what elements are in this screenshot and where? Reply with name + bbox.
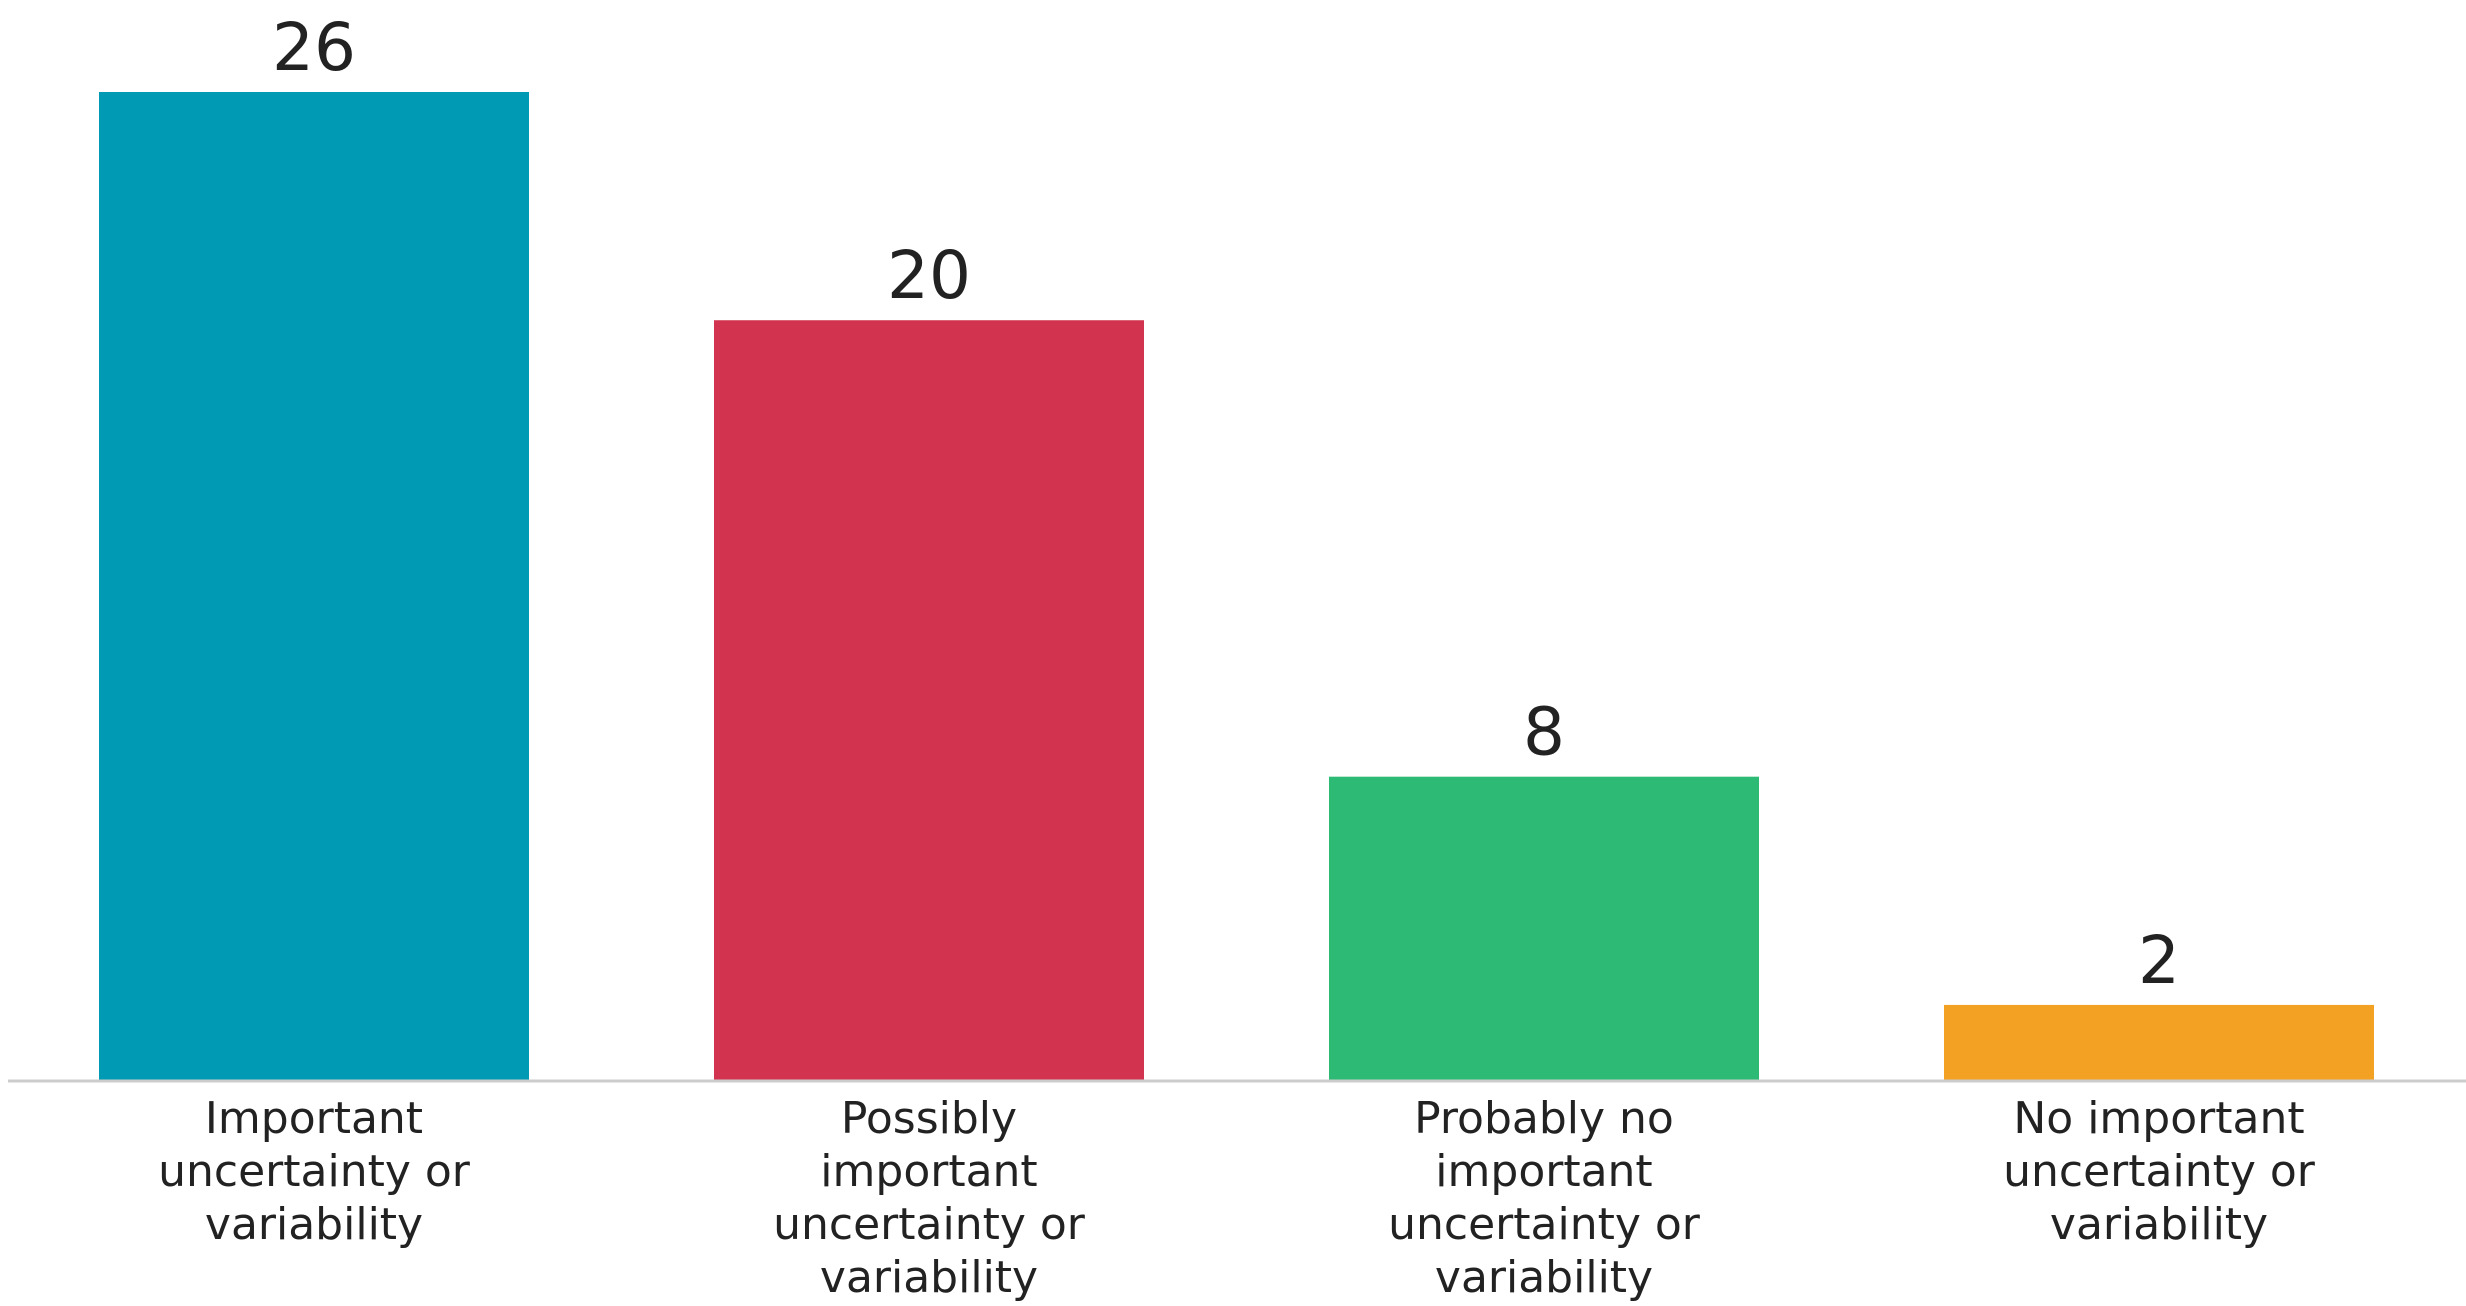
category-label-line: variability bbox=[2050, 1199, 2268, 1250]
bar-4 bbox=[1944, 1004, 2374, 1081]
category-label-line: uncertainty or bbox=[1388, 1199, 1701, 1250]
category-label-2: Possibly important uncertainty or variabili… bbox=[773, 1093, 1086, 1303]
data-label-4: 2 bbox=[2138, 922, 2180, 999]
category-label-line: variability bbox=[1435, 1252, 1653, 1303]
value-labels-group: 26 20 8 2 bbox=[272, 9, 2180, 999]
category-label-line: uncertainty or bbox=[158, 1146, 471, 1197]
category-label-line: uncertainty or bbox=[2003, 1146, 2316, 1197]
bar-3 bbox=[1329, 776, 1759, 1081]
bars-group bbox=[99, 92, 2374, 1081]
category-label-3: Probably no important uncertainty or variab… bbox=[1388, 1093, 1701, 1303]
category-label-line: uncertainty or bbox=[773, 1199, 1086, 1250]
bar-2 bbox=[714, 320, 1144, 1081]
category-label-line: Probably no bbox=[1414, 1093, 1674, 1144]
category-label-line: important bbox=[820, 1146, 1037, 1197]
category-label-1: Important uncertainty or variability bbox=[158, 1093, 471, 1250]
data-label-1: 26 bbox=[272, 9, 356, 86]
category-label-line: variability bbox=[205, 1199, 423, 1250]
data-label-2: 20 bbox=[887, 237, 971, 314]
category-label-4: No important uncertainty or variability bbox=[2003, 1093, 2316, 1250]
category-labels-group: Important uncertainty or variabilityPossib… bbox=[158, 1093, 2316, 1303]
category-label-line: No important bbox=[2013, 1093, 2304, 1144]
category-label-line: Possibly bbox=[841, 1093, 1017, 1144]
category-label-line: variability bbox=[820, 1252, 1038, 1303]
category-label-line: Important bbox=[205, 1093, 423, 1144]
bar-1 bbox=[99, 92, 529, 1081]
category-label-line: important bbox=[1435, 1146, 1652, 1197]
data-label-3: 8 bbox=[1523, 694, 1565, 771]
